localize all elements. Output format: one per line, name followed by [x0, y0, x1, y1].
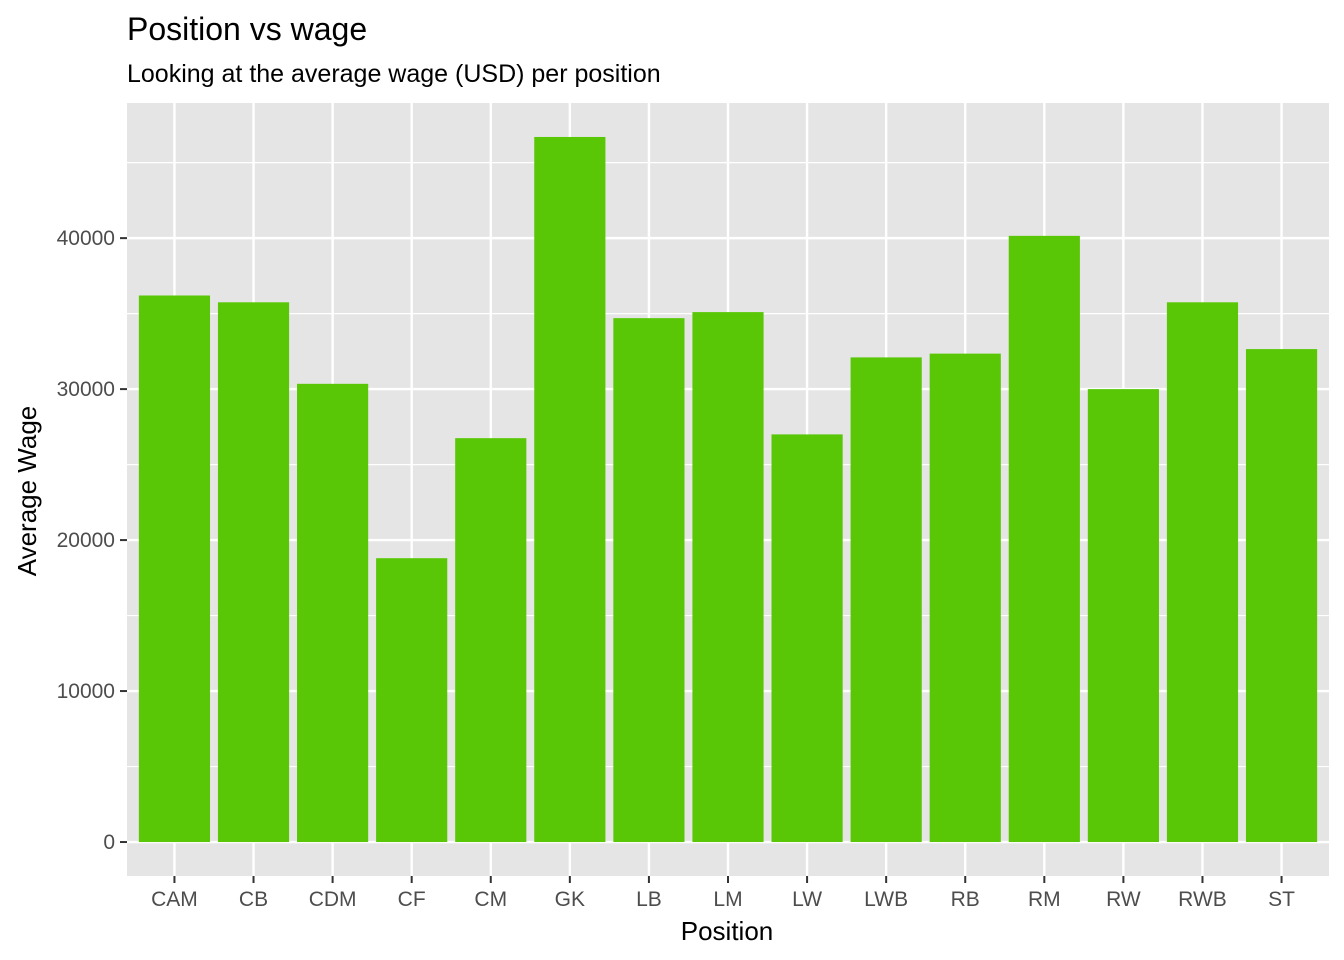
x-tick-label: RWB — [1178, 888, 1227, 911]
x-tick-label: CAM — [151, 888, 198, 911]
y-tick-label: 40000 — [57, 227, 115, 250]
x-tick-label: LWB — [864, 888, 908, 911]
bar-gk — [534, 136, 606, 843]
bar-cm — [455, 438, 527, 843]
x-axis: CAM CB CDM CF CM GK LB LM LW LWB RB RM RW RWB ST — [151, 876, 1295, 911]
bars — [138, 136, 1318, 843]
y-axis: 0 10000 20000 30000 40000 — [57, 227, 127, 854]
bar-lwb — [850, 357, 922, 843]
bar-lb — [613, 318, 685, 843]
y-axis-title: Average Wage — [12, 406, 42, 577]
bar-cb — [217, 302, 290, 843]
bar-lm — [692, 312, 764, 843]
chart-title: Position vs wage — [127, 11, 367, 47]
x-tick-label: LB — [636, 888, 662, 911]
x-tick-label: RW — [1106, 888, 1141, 911]
y-tick-label: 30000 — [57, 378, 115, 401]
x-tick-label: CM — [474, 888, 507, 911]
bar-rwb — [1166, 302, 1239, 843]
x-tick-label: GK — [555, 888, 585, 911]
y-tick-label: 20000 — [57, 529, 115, 552]
bar-lw — [771, 434, 843, 843]
bar-cf — [376, 558, 448, 843]
x-tick-label: CF — [398, 888, 426, 911]
x-tick-label: RM — [1028, 888, 1061, 911]
x-tick-label: RB — [951, 888, 980, 911]
y-tick-label: 10000 — [57, 680, 115, 703]
x-tick-label: CB — [239, 888, 268, 911]
bar-st — [1245, 349, 1318, 843]
x-tick-label: ST — [1268, 888, 1295, 911]
x-tick-label: LM — [713, 888, 742, 911]
x-axis-title: Position — [681, 916, 774, 946]
x-tick-label: LW — [792, 888, 822, 911]
bar-rw — [1087, 389, 1159, 843]
x-tick-label: CDM — [309, 888, 357, 911]
bar-cam — [138, 295, 211, 843]
chart-subtitle: Looking at the average wage (USD) per po… — [127, 60, 661, 88]
bar-cdm — [297, 383, 369, 843]
bar-rb — [929, 353, 1001, 843]
bar-rm — [1008, 235, 1080, 843]
y-tick-label: 0 — [103, 831, 115, 854]
